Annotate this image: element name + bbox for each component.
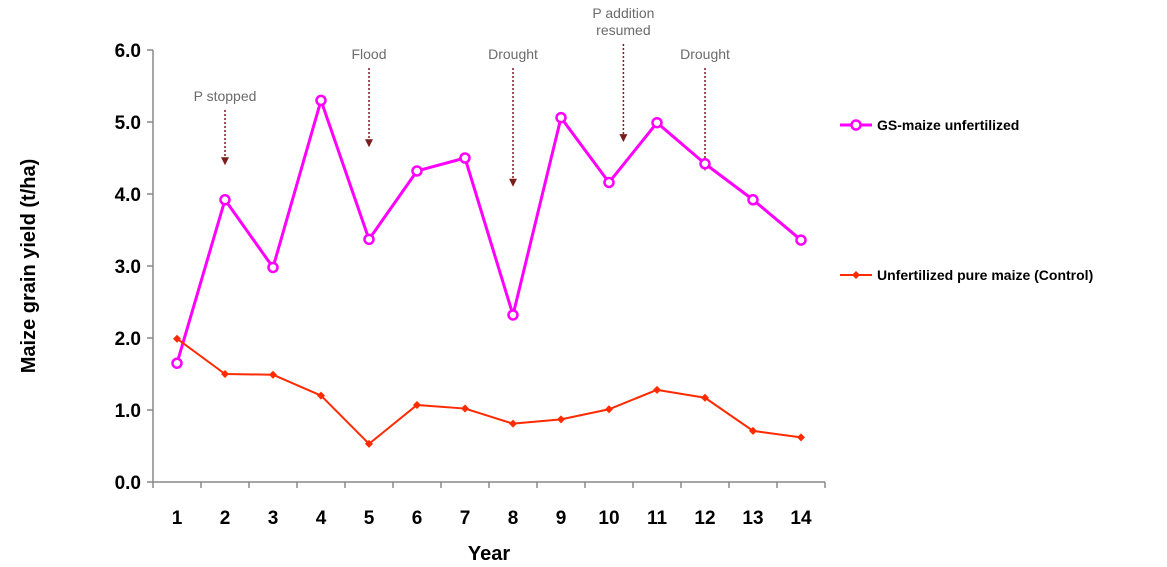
data-point (795, 234, 807, 246)
y-tick-label: 5.0 (115, 113, 141, 134)
data-point (605, 405, 613, 414)
x-tick-label: 13 (742, 508, 763, 529)
data-point (315, 94, 327, 107)
y-tick-label: 6.0 (115, 41, 141, 62)
x-tick-label: 14 (790, 508, 812, 529)
annotation-line: P stopped (194, 88, 257, 104)
annotations: P stopped Flood Drought P addition resumed Dr… (194, 5, 730, 187)
y-tick-label: 4.0 (115, 185, 141, 206)
data-point (363, 233, 375, 246)
x-tick-label: 9 (556, 508, 567, 529)
data-point (411, 165, 423, 177)
data-point (507, 309, 519, 321)
data-point (461, 404, 469, 413)
data-point (701, 393, 709, 402)
data-point (267, 261, 279, 274)
y-tick-label: 2.0 (115, 329, 141, 350)
x-tick-label: 6 (412, 508, 423, 529)
arrowhead-icon (221, 157, 229, 166)
data-point (797, 433, 805, 442)
legend-marker (852, 271, 860, 279)
annotation-label: Flood (351, 46, 386, 62)
series-line (175, 98, 802, 364)
annotation-label: P addition resumed (592, 5, 654, 38)
x-tick-label: 4 (316, 508, 327, 529)
annotation-line: Flood (351, 46, 386, 62)
data-point (173, 334, 181, 343)
data-point (555, 111, 567, 124)
y-axis-title: Maize grain yield (t/ha) (18, 159, 40, 373)
annotation-line: resumed (596, 22, 650, 38)
legend: GS-maize unfertilized Unfertilized pure m… (840, 117, 1093, 283)
annotation-line: Drought (488, 46, 538, 62)
arrowhead-icon (509, 178, 517, 187)
data-point (171, 357, 183, 369)
x-axis-title: Year (468, 543, 510, 565)
data-point (747, 194, 759, 206)
x-tick-label: 10 (598, 508, 619, 529)
data-point (653, 385, 661, 394)
axes: 0.01.02.03.04.05.06.01 2 3 4 5 6 7 8 9 10 11 12 13 14 (115, 41, 826, 529)
x-tick-label: 11 (647, 508, 668, 529)
data-point (219, 194, 231, 206)
data-point (557, 415, 565, 424)
annotation-line: Drought (680, 46, 730, 62)
y-tick-label: 0.0 (115, 473, 141, 494)
arrowhead-icon (365, 139, 373, 148)
annotation-line: P addition (592, 5, 654, 21)
data-point (651, 116, 663, 129)
data-point (749, 426, 757, 435)
y-tick-label: 1.0 (115, 401, 141, 422)
annotation-label: Drought (488, 46, 538, 62)
x-tick-label: 2 (220, 508, 231, 529)
arrowhead-icon (619, 134, 628, 143)
annotation-label: P stopped (194, 88, 257, 104)
x-tick-label: 1 (172, 508, 183, 529)
data-point (269, 370, 277, 379)
data-point (317, 391, 325, 400)
x-tick-label: 12 (694, 508, 715, 529)
x-tick-label: 5 (364, 508, 375, 529)
x-tick-label: 8 (508, 508, 519, 529)
legend-marker (850, 119, 862, 131)
data-point (365, 439, 373, 448)
data-point (413, 400, 421, 409)
y-tick-label: 3.0 (115, 257, 141, 278)
data-point (221, 370, 229, 378)
data-point (603, 176, 615, 189)
data-point (509, 419, 517, 428)
legend-label: Unfertilized pure maize (Control) (877, 267, 1093, 283)
data-point (459, 152, 471, 164)
series-group (171, 94, 807, 448)
x-tick-label: 3 (268, 508, 279, 529)
x-tick-label: 7 (460, 508, 471, 529)
annotation-label: Drought (680, 46, 730, 62)
data-point (699, 158, 711, 170)
series-line (176, 337, 802, 445)
legend-label: GS-maize unfertilized (877, 117, 1019, 133)
